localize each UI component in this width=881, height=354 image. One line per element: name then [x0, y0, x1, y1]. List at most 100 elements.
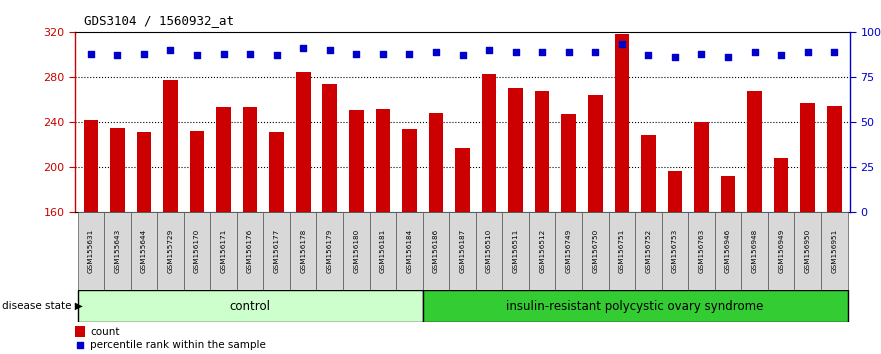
Point [376, 51, 390, 56]
Point [349, 51, 363, 56]
Bar [349, 110, 364, 212]
Point [270, 52, 284, 58]
Bar [78, 290, 423, 322]
Point [322, 47, 337, 53]
Text: percentile rank within the sample: percentile rank within the sample [91, 340, 266, 350]
Bar [316, 212, 343, 290]
Text: GSM156511: GSM156511 [513, 229, 519, 273]
Point [668, 54, 682, 60]
Bar [216, 108, 231, 212]
Bar [476, 212, 502, 290]
Text: GSM156753: GSM156753 [672, 229, 678, 273]
Point [110, 52, 124, 58]
Bar [561, 114, 576, 212]
Text: GSM156180: GSM156180 [353, 229, 359, 273]
Bar [714, 212, 741, 290]
Bar [694, 122, 709, 212]
Text: GSM155729: GSM155729 [167, 229, 174, 273]
Point [296, 45, 310, 51]
Bar [402, 129, 417, 212]
Text: GSM156181: GSM156181 [380, 229, 386, 273]
Point [243, 51, 257, 56]
Text: GSM156187: GSM156187 [460, 229, 465, 273]
Bar [688, 212, 714, 290]
Bar [110, 128, 125, 212]
Bar [668, 171, 682, 212]
Text: GSM156178: GSM156178 [300, 229, 307, 273]
Point [482, 47, 496, 53]
Text: GSM156950: GSM156950 [804, 229, 811, 273]
Point [589, 49, 603, 55]
Bar [768, 212, 795, 290]
Bar [263, 212, 290, 290]
Text: GSM155631: GSM155631 [88, 229, 93, 273]
Text: count: count [91, 327, 120, 337]
Bar [449, 212, 476, 290]
Text: disease state ▶: disease state ▶ [2, 301, 83, 311]
Text: GSM156510: GSM156510 [486, 229, 492, 273]
Bar [795, 212, 821, 290]
Bar [582, 212, 609, 290]
Bar [662, 212, 688, 290]
Point [403, 51, 417, 56]
Bar [615, 34, 629, 212]
Text: GSM156948: GSM156948 [751, 229, 758, 273]
Bar [747, 91, 762, 212]
Bar [157, 212, 184, 290]
Bar [104, 212, 130, 290]
Text: GSM156946: GSM156946 [725, 229, 731, 273]
Bar [237, 212, 263, 290]
Bar [429, 113, 443, 212]
Text: GSM156751: GSM156751 [618, 229, 625, 273]
Text: GSM156749: GSM156749 [566, 229, 572, 273]
Point [163, 47, 177, 53]
Point [217, 51, 231, 56]
Text: GSM156177: GSM156177 [274, 229, 279, 273]
Text: GSM156763: GSM156763 [699, 229, 705, 273]
Bar [423, 212, 449, 290]
Bar [588, 95, 603, 212]
Bar [211, 212, 237, 290]
Bar [641, 135, 655, 212]
Point [73, 342, 86, 348]
Bar [270, 132, 284, 212]
Text: GSM156949: GSM156949 [778, 229, 784, 273]
Bar [721, 176, 736, 212]
Text: GSM156750: GSM156750 [592, 229, 598, 273]
Bar [375, 109, 390, 212]
Bar [78, 212, 104, 290]
Point [721, 54, 735, 60]
Text: GSM156752: GSM156752 [646, 229, 651, 273]
Point [748, 49, 762, 55]
Bar [163, 80, 178, 212]
Bar [774, 158, 788, 212]
Text: GSM156170: GSM156170 [194, 229, 200, 273]
Bar [502, 212, 529, 290]
Point [429, 49, 443, 55]
Point [562, 49, 576, 55]
Point [535, 49, 549, 55]
Bar [529, 212, 555, 290]
Bar [296, 73, 310, 212]
Bar [189, 131, 204, 212]
Text: GSM156171: GSM156171 [220, 229, 226, 273]
Bar [184, 212, 211, 290]
Bar [827, 106, 841, 212]
Text: GSM156186: GSM156186 [433, 229, 439, 273]
Point [694, 51, 708, 56]
Text: GSM156176: GSM156176 [247, 229, 253, 273]
Text: GSM155643: GSM155643 [115, 229, 121, 273]
Bar [423, 290, 848, 322]
Bar [243, 108, 257, 212]
Bar [130, 212, 157, 290]
Point [615, 42, 629, 47]
Bar [455, 148, 470, 212]
Point [801, 49, 815, 55]
Bar [137, 132, 152, 212]
Bar [741, 212, 768, 290]
Point [137, 51, 151, 56]
Point [84, 51, 98, 56]
Point [774, 52, 788, 58]
Point [455, 52, 470, 58]
Text: GSM156184: GSM156184 [406, 229, 412, 273]
